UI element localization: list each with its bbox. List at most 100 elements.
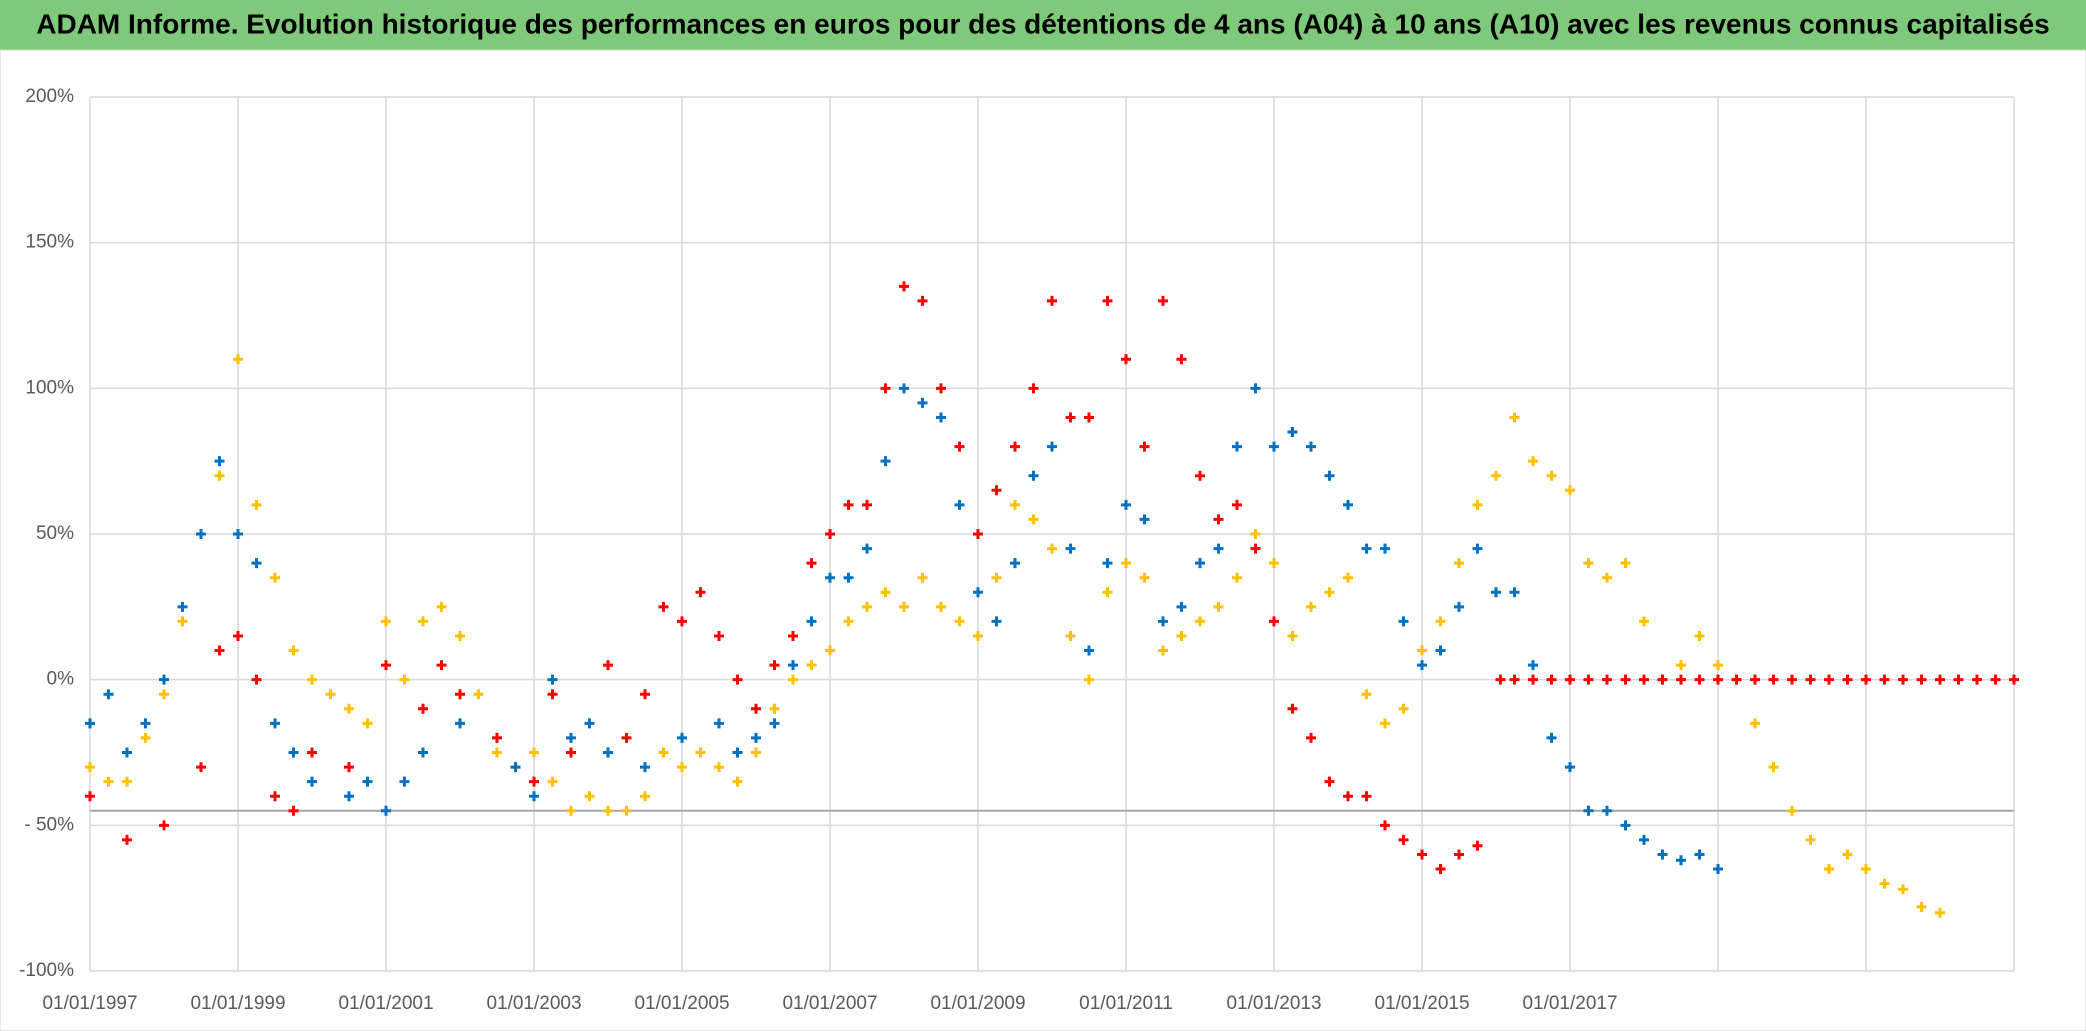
point — [1195, 616, 1205, 627]
point — [1990, 674, 2001, 685]
point — [954, 441, 965, 452]
point — [1139, 441, 1150, 452]
point — [1417, 660, 1427, 671]
point — [825, 645, 835, 656]
point — [159, 674, 169, 685]
point — [214, 470, 225, 481]
point — [1250, 383, 1261, 394]
point — [1065, 630, 1076, 641]
point — [1010, 441, 1020, 452]
point — [177, 601, 188, 612]
point — [954, 499, 965, 510]
x-tick-label: 01/01/1999 — [190, 993, 285, 1014]
point — [418, 747, 428, 758]
point — [1713, 660, 1723, 671]
point — [1028, 514, 1039, 525]
point — [843, 572, 854, 583]
point — [1232, 572, 1242, 583]
point — [1639, 616, 1649, 627]
y-tick-label: 200% — [25, 86, 74, 107]
point — [714, 762, 724, 773]
point — [140, 732, 151, 743]
point — [1583, 558, 1594, 569]
point — [1620, 558, 1631, 569]
point — [1417, 645, 1427, 656]
point — [325, 689, 336, 700]
point — [288, 747, 299, 758]
point — [936, 601, 946, 612]
point — [1472, 840, 1483, 851]
point — [677, 762, 687, 773]
point — [1028, 470, 1039, 481]
point — [1102, 295, 1113, 306]
point — [362, 718, 373, 729]
point — [1583, 805, 1594, 816]
point — [547, 776, 558, 787]
point — [880, 383, 891, 394]
point — [1213, 514, 1224, 525]
point — [1158, 645, 1168, 656]
point — [455, 718, 465, 729]
point — [1657, 849, 1668, 860]
point — [1768, 674, 1779, 685]
x-tick-label: 01/01/2011 — [1079, 993, 1173, 1014]
point — [899, 281, 909, 292]
point — [159, 689, 169, 700]
point — [899, 383, 909, 394]
point — [640, 689, 650, 700]
point — [1139, 572, 1150, 583]
point — [1121, 558, 1131, 569]
point — [973, 529, 983, 539]
point — [917, 295, 928, 306]
point — [103, 776, 114, 787]
point — [1935, 907, 1945, 918]
point — [362, 776, 373, 787]
point — [1491, 587, 1501, 598]
point — [1361, 689, 1372, 700]
point — [1158, 295, 1168, 306]
point — [862, 601, 872, 612]
x-tick-label: 01/01/2005 — [634, 993, 729, 1014]
point — [806, 660, 817, 671]
point — [1565, 762, 1575, 773]
point — [788, 630, 798, 641]
point — [954, 616, 965, 627]
point — [584, 791, 595, 802]
point — [1676, 674, 1686, 685]
point — [991, 485, 1002, 496]
point — [307, 776, 317, 787]
point — [1324, 587, 1335, 598]
point — [1842, 849, 1853, 860]
point — [1676, 855, 1686, 866]
y-tick-label: 0% — [47, 669, 75, 690]
point — [1602, 572, 1612, 583]
point — [1565, 674, 1575, 685]
point — [381, 616, 391, 627]
point — [1232, 441, 1242, 452]
point — [344, 791, 354, 802]
x-tick-label: 01/01/2017 — [1522, 993, 1617, 1014]
point — [436, 601, 447, 612]
point — [603, 660, 613, 671]
point — [603, 747, 613, 758]
point — [1861, 864, 1871, 875]
point — [1787, 674, 1797, 685]
title-banner — [0, 0, 2086, 50]
x-tick-label: 01/01/2015 — [1374, 993, 1469, 1014]
point — [1269, 616, 1279, 627]
point — [899, 601, 909, 612]
point — [1176, 354, 1187, 365]
point — [1953, 674, 1964, 685]
point — [1343, 499, 1353, 510]
point — [1454, 558, 1464, 569]
point — [1620, 820, 1631, 831]
point — [825, 572, 835, 583]
point — [288, 645, 299, 656]
point — [122, 834, 132, 845]
x-tick-label: 01/01/2007 — [782, 993, 877, 1014]
point — [806, 616, 817, 627]
point — [1250, 543, 1261, 554]
point — [529, 747, 539, 758]
point — [473, 689, 484, 700]
